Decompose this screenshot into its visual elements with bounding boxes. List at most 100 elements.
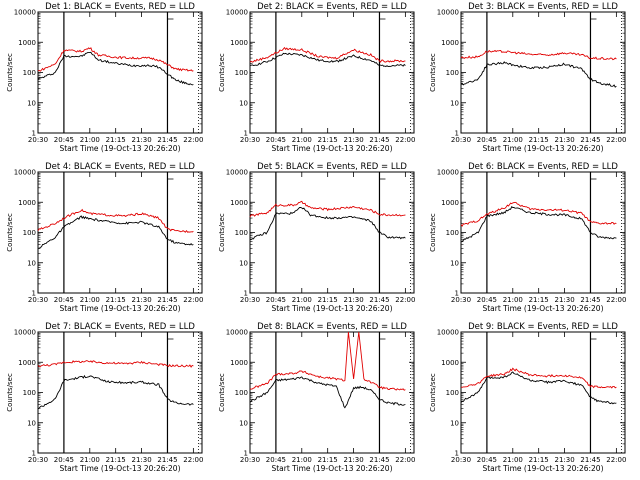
y-tick-label: 100 (23, 229, 36, 237)
panel-title: Det 1: BLACK = Events, RED = LLD (45, 2, 195, 12)
y-axis-label: Counts/sec (218, 213, 226, 252)
x-tick-label: 20:45 (266, 456, 286, 464)
series-lld-line (37, 208, 194, 233)
x-tick-label: 21:30 (343, 136, 363, 144)
x-tick-label: 21:00 (503, 136, 523, 144)
y-axis-label: Counts/sec (6, 213, 14, 252)
x-axis-label: Start Time (19-Oct-13 20:26:20) (59, 464, 180, 473)
y-tick-label: 10 (239, 259, 248, 267)
series-events-line (460, 371, 617, 405)
x-tick-label: 20:30 (28, 136, 48, 144)
panel-title: Det 4: BLACK = Events, RED = LLD (45, 162, 195, 172)
y-tick-label: 10 (27, 259, 36, 267)
x-axis-label: Start Time (19-Oct-13 20:26:20) (482, 464, 603, 473)
panel-title: Det 9: BLACK = Events, RED = LLD (468, 322, 618, 332)
y-tick-label: 1 (244, 130, 248, 138)
y-tick-label: 10 (239, 99, 248, 107)
x-tick-label: 21:15 (318, 296, 338, 304)
x-tick-label: 21:15 (318, 456, 338, 464)
x-tick-label: 21:15 (318, 136, 338, 144)
y-tick-label: 10000 (226, 9, 248, 17)
x-tick-label: 21:45 (157, 136, 177, 144)
y-tick-label: 10 (450, 419, 459, 427)
x-tick-label: 20:30 (28, 296, 48, 304)
series-lld-line (460, 367, 617, 389)
x-tick-label: 20:45 (477, 296, 497, 304)
y-axis-label: Counts/sec (429, 213, 437, 252)
x-tick-label: 21:00 (80, 136, 100, 144)
x-tick-label: 22:00 (395, 136, 415, 144)
x-axis-label: Start Time (19-Oct-13 20:26:20) (271, 464, 392, 473)
x-tick-label: 20:30 (240, 296, 260, 304)
series-events-line (249, 376, 406, 409)
x-tick-label: 21:00 (292, 136, 312, 144)
y-tick-label: 10000 (14, 329, 36, 337)
x-axis-label: Start Time (19-Oct-13 20:26:20) (59, 304, 180, 313)
panel-det-9: Det 9: BLACK = Events, RED = LLD 1 10 100 10… (429, 322, 626, 473)
panel-title: Det 5: BLACK = Events, RED = LLD (257, 162, 407, 172)
panel-det-4: Det 4: BLACK = Events, RED = LLD 1 10 100 10… (6, 162, 203, 313)
x-axis-label: Start Time (19-Oct-13 20:26:20) (271, 304, 392, 313)
x-tick-label: 20:45 (266, 136, 286, 144)
y-tick-label: 100 (235, 229, 248, 237)
x-tick-label: 21:45 (369, 136, 389, 144)
y-tick-label: 1000 (230, 199, 248, 207)
series-events-line (37, 215, 194, 250)
y-tick-label: 1000 (441, 39, 459, 47)
x-tick-label: 22:00 (183, 456, 203, 464)
marker-step-glyph (167, 13, 174, 20)
y-tick-label: 10 (450, 99, 459, 107)
marker-step-glyph (590, 13, 597, 20)
plot-frame (460, 331, 626, 454)
series-lld-line (37, 47, 194, 72)
x-tick-label: 21:30 (343, 456, 363, 464)
panel-det-7: Det 7: BLACK = Events, RED = LLD 1 10 100 10… (6, 322, 203, 473)
y-tick-label: 100 (235, 69, 248, 77)
x-tick-label: 21:45 (580, 296, 600, 304)
series-events-line (37, 374, 194, 410)
y-tick-label: 1 (32, 450, 36, 458)
x-tick-label: 20:45 (54, 296, 74, 304)
y-tick-label: 10000 (14, 169, 36, 177)
y-tick-label: 10 (239, 419, 248, 427)
x-tick-label: 21:30 (131, 456, 151, 464)
marker-step-glyph (590, 333, 597, 340)
y-tick-label: 10 (27, 99, 36, 107)
y-tick-label: 1 (455, 450, 459, 458)
series-lld-line (249, 331, 406, 391)
y-tick-label: 1 (244, 450, 248, 458)
y-tick-label: 10000 (226, 329, 248, 337)
x-tick-label: 20:30 (451, 456, 471, 464)
y-tick-label: 10000 (226, 169, 248, 177)
plot-frame (249, 171, 415, 294)
series-events-line (460, 61, 617, 88)
y-axis-label: Counts/sec (218, 373, 226, 412)
x-tick-label: 21:30 (343, 296, 363, 304)
series-events-line (460, 206, 617, 243)
y-tick-label: 1 (32, 130, 36, 138)
plot-frame (249, 331, 415, 454)
y-tick-label: 1000 (441, 199, 459, 207)
x-tick-label: 22:00 (183, 136, 203, 144)
x-tick-label: 21:15 (529, 456, 549, 464)
x-axis-label: Start Time (19-Oct-13 20:26:20) (482, 144, 603, 153)
panel-det-5: Det 5: BLACK = Events, RED = LLD 1 10 100 10… (218, 162, 415, 313)
x-tick-label: 21:15 (529, 296, 549, 304)
panel-det-8: Det 8: BLACK = Events, RED = LLD 1 10 100 10… (218, 322, 415, 473)
x-tick-label: 22:00 (183, 296, 203, 304)
y-tick-label: 100 (235, 389, 248, 397)
x-tick-label: 22:00 (395, 456, 415, 464)
x-tick-label: 21:00 (80, 456, 100, 464)
marker-step-glyph (590, 173, 597, 180)
series-events-line (249, 52, 406, 68)
x-tick-label: 20:30 (240, 136, 260, 144)
panel-det-6: Det 6: BLACK = Events, RED = LLD 1 10 100 10… (429, 162, 626, 313)
marker-step-glyph (379, 13, 386, 20)
y-axis-label: Counts/sec (429, 373, 437, 412)
plot-frame (37, 11, 203, 134)
x-tick-label: 22:00 (606, 296, 626, 304)
y-tick-label: 100 (446, 69, 459, 77)
x-axis-label: Start Time (19-Oct-13 20:26:20) (482, 304, 603, 313)
x-tick-label: 20:30 (451, 136, 471, 144)
